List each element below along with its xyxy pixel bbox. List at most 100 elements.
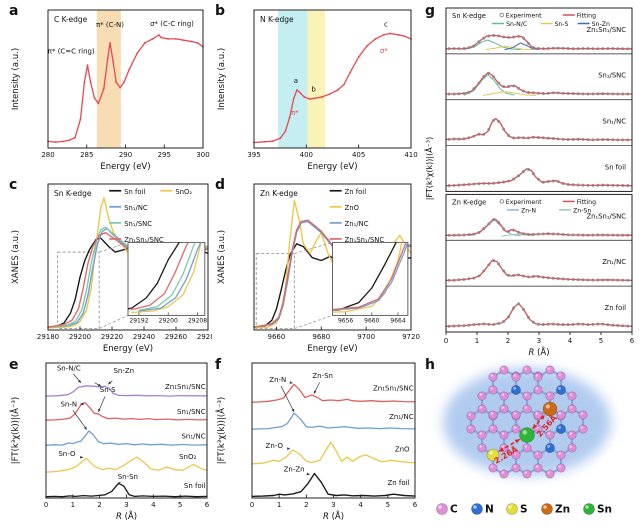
svg-text:XANES (a.u.): XANES (a.u.) [11, 230, 21, 284]
svg-text:29192: 29192 [129, 317, 148, 324]
svg-text:Experiment: Experiment [506, 199, 542, 206]
svg-text:Sn-Zn: Sn-Zn [113, 367, 134, 375]
svg-text:SnO₂: SnO₂ [179, 453, 196, 461]
svg-text:0: 0 [444, 337, 448, 345]
svg-text:Sn₁/NC: Sn₁/NC [603, 118, 627, 126]
svg-text:4: 4 [568, 337, 573, 345]
svg-text:290: 290 [119, 151, 132, 159]
svg-text:280: 280 [41, 151, 54, 159]
svg-text:29220: 29220 [101, 333, 123, 341]
svg-text:Sn₁/NC: Sn₁/NC [181, 433, 205, 441]
chart-exafs-fitting: Zn₁Sn₁/SNC Sn₁/SNC Sn₁/NC Sn foil Sn K-edge E… [424, 7, 635, 358]
svg-text:a: a [294, 77, 298, 85]
svg-text:300: 300 [196, 151, 209, 159]
svg-text:Sn₁/SNC: Sn₁/SNC [124, 220, 152, 228]
svg-text:Energy (eV): Energy (eV) [100, 162, 150, 172]
svg-text:N: N [485, 504, 494, 516]
svg-text:Zn foil: Zn foil [387, 479, 409, 487]
svg-text:ZnO: ZnO [395, 446, 410, 454]
svg-text:Zn₁/NC: Zn₁/NC [602, 258, 626, 266]
panel-e: e 0 1 2 3 4 5 6 R (Å) |FT(k³χ(k))|(Å⁻³) Zn₁Sn₁/SN… [8, 358, 212, 526]
svg-text:Sn foil: Sn foil [605, 163, 626, 171]
svg-text:Zn₁/NC: Zn₁/NC [389, 413, 414, 421]
svg-text:Zn-N: Zn-N [521, 207, 536, 214]
panel-letter-g: g [425, 4, 436, 19]
svg-text:Zn₁Sn₁/SNC: Zn₁Sn₁/SNC [587, 26, 627, 34]
svg-text:Zn foil: Zn foil [605, 304, 627, 312]
svg-text:Zn-N: Zn-N [269, 376, 286, 384]
svg-text:2: 2 [304, 501, 308, 509]
svg-text:Intensity (a.u.): Intensity (a.u.) [217, 48, 227, 110]
svg-text:5: 5 [178, 501, 182, 509]
svg-text:Intensity (a.u.): Intensity (a.u.) [11, 48, 21, 110]
svg-text:Zn K-edge: Zn K-edge [260, 189, 298, 198]
svg-text:Fitting: Fitting [577, 13, 596, 20]
svg-text:C K-edge: C K-edge [54, 15, 88, 24]
svg-text:5: 5 [599, 337, 603, 345]
svg-text:9680: 9680 [312, 333, 330, 341]
svg-text:Sn-N/C: Sn-N/C [57, 364, 81, 372]
svg-text:405: 405 [352, 151, 365, 159]
svg-text:5: 5 [386, 501, 390, 509]
svg-text:3: 3 [124, 501, 128, 509]
svg-text:4: 4 [358, 501, 363, 509]
svg-text:Zn-O: Zn-O [266, 442, 284, 450]
svg-text:Sn foil: Sn foil [124, 188, 145, 196]
svg-text:R (Å): R (Å) [323, 510, 344, 522]
svg-text:Sn K-edge: Sn K-edge [452, 12, 486, 20]
svg-text:Zn-Sn: Zn-Sn [312, 372, 333, 380]
svg-text:410: 410 [404, 151, 417, 159]
svg-text:29208: 29208 [188, 317, 207, 324]
svg-text:S: S [520, 504, 528, 516]
svg-text:9660: 9660 [364, 317, 379, 324]
svg-text:3: 3 [537, 337, 541, 345]
svg-text:Sn-Sn: Sn-Sn [118, 473, 138, 481]
svg-text:R (Å): R (Å) [528, 346, 549, 358]
svg-text:C: C [450, 504, 458, 516]
svg-text:3: 3 [331, 501, 335, 509]
svg-text:|FT(k³χ(k))|(Å⁻³): |FT(k³χ(k))|(Å⁻³) [424, 137, 434, 200]
panel-letter-a: a [9, 4, 19, 19]
svg-text:N K-edge: N K-edge [260, 15, 294, 24]
svg-text:9720: 9720 [402, 333, 420, 341]
panel-letter-f: f [215, 358, 222, 373]
svg-text:Zn₁Sn₁/SNC: Zn₁Sn₁/SNC [124, 236, 164, 244]
panel-letter-b: b [215, 4, 226, 19]
svg-text:|FT(k³χ(k))|(Å⁻³): |FT(k³χ(k))|(Å⁻³) [215, 397, 227, 464]
svg-text:9664: 9664 [390, 317, 405, 324]
svg-text:6: 6 [630, 337, 635, 345]
svg-text:9660: 9660 [268, 333, 286, 341]
panel-letter-e: e [9, 358, 19, 373]
svg-text:ZnO: ZnO [345, 204, 359, 212]
svg-text:1: 1 [71, 501, 75, 509]
panel-letter-h: h [425, 358, 435, 373]
svg-text:Zn₁Sn₁/SNC: Zn₁Sn₁/SNC [165, 383, 206, 391]
svg-text:29240: 29240 [133, 333, 155, 341]
panel-f: f 0 1 2 3 4 5 6 R (Å) |FT(k³χ(k))|(Å⁻³) Zn₁Sn₁/SN… [214, 358, 420, 526]
svg-text:400: 400 [300, 151, 313, 159]
svg-text:0: 0 [250, 501, 254, 509]
svg-text:Zn₁Sn₁/SNC: Zn₁Sn₁/SNC [587, 212, 627, 220]
panel-b: b 395 400 405 410 Energy (eV) Intensity (a.u.… [214, 4, 420, 176]
panel-c: c 29180 29200 29220 29240 29260 29280 Energy (… [8, 178, 212, 358]
svg-text:29200: 29200 [69, 333, 91, 341]
svg-text:c: c [384, 21, 388, 29]
svg-text:Sn₁/NC: Sn₁/NC [124, 204, 148, 212]
svg-text:Zn₁Sn₁/SNC: Zn₁Sn₁/SNC [345, 236, 385, 244]
svg-text:4: 4 [151, 501, 156, 509]
svg-text:|FT(k³χ(k))|(Å⁻³): |FT(k³χ(k))|(Å⁻³) [9, 397, 21, 464]
svg-text:285: 285 [80, 151, 93, 159]
chart-sn-exafs: 0 1 2 3 4 5 6 R (Å) |FT(k³χ(k))|(Å⁻³) Zn₁Sn₁/SNC S… [9, 362, 210, 522]
svg-text:SnO₂: SnO₂ [175, 188, 192, 196]
svg-text:Energy (eV): Energy (eV) [103, 344, 153, 354]
panel-h: h 2.26Å 2.56Å C N S Zn Sn [424, 358, 636, 526]
svg-text:295: 295 [158, 151, 171, 159]
svg-text:Zn-Sn: Zn-Sn [573, 207, 591, 214]
chart-zn-xanes: 9660 9680 9700 9720 Energy (eV) XANES (a.u.) Z… [217, 183, 420, 354]
svg-text:π* (C-N): π* (C-N) [96, 21, 124, 29]
svg-text:Sn-S: Sn-S [100, 386, 116, 394]
svg-text:Fitting: Fitting [577, 199, 596, 206]
svg-text:9656: 9656 [338, 317, 353, 324]
